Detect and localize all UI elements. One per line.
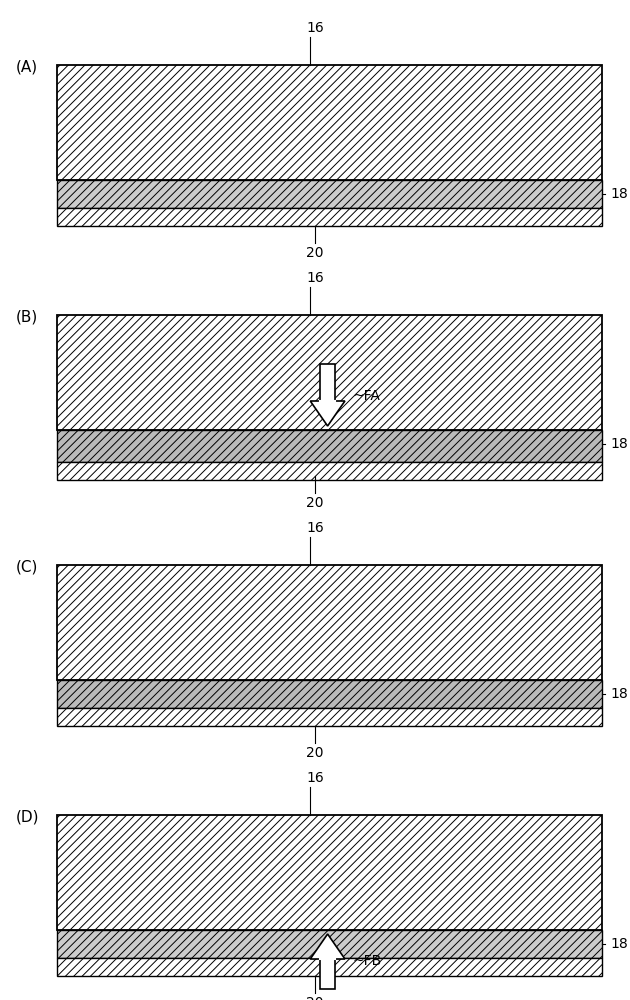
Polygon shape [310, 934, 345, 959]
Text: (D): (D) [16, 810, 39, 825]
Bar [57, 315, 602, 430]
Bar [57, 208, 602, 226]
Bar [57, 708, 602, 726]
Polygon shape [310, 401, 345, 426]
Text: 16: 16 [306, 271, 324, 285]
Text: (C): (C) [16, 560, 38, 575]
Text: 20: 20 [306, 246, 324, 260]
Bar [57, 65, 602, 180]
Bar [320, 364, 336, 401]
Bar [57, 462, 602, 480]
Bar [57, 680, 602, 708]
Bar [57, 430, 602, 462]
Text: 20: 20 [306, 746, 324, 760]
Text: 18: 18 [610, 687, 628, 701]
Text: 20: 20 [306, 996, 324, 1000]
Bar [57, 958, 602, 976]
Text: (A): (A) [16, 60, 38, 75]
Text: ~FB: ~FB [353, 954, 382, 968]
Text: 20: 20 [306, 496, 324, 510]
Text: 16: 16 [306, 521, 324, 535]
Bar [57, 815, 602, 930]
Text: 16: 16 [306, 21, 324, 35]
Text: 16: 16 [306, 771, 324, 785]
Bar [320, 959, 336, 989]
Text: 18: 18 [610, 187, 628, 201]
Text: 18: 18 [610, 937, 628, 951]
Text: ~FA: ~FA [353, 389, 381, 403]
Bar [57, 930, 602, 958]
Text: 18: 18 [610, 437, 628, 451]
Bar [57, 565, 602, 680]
Text: (B): (B) [16, 310, 38, 325]
Bar [57, 180, 602, 208]
